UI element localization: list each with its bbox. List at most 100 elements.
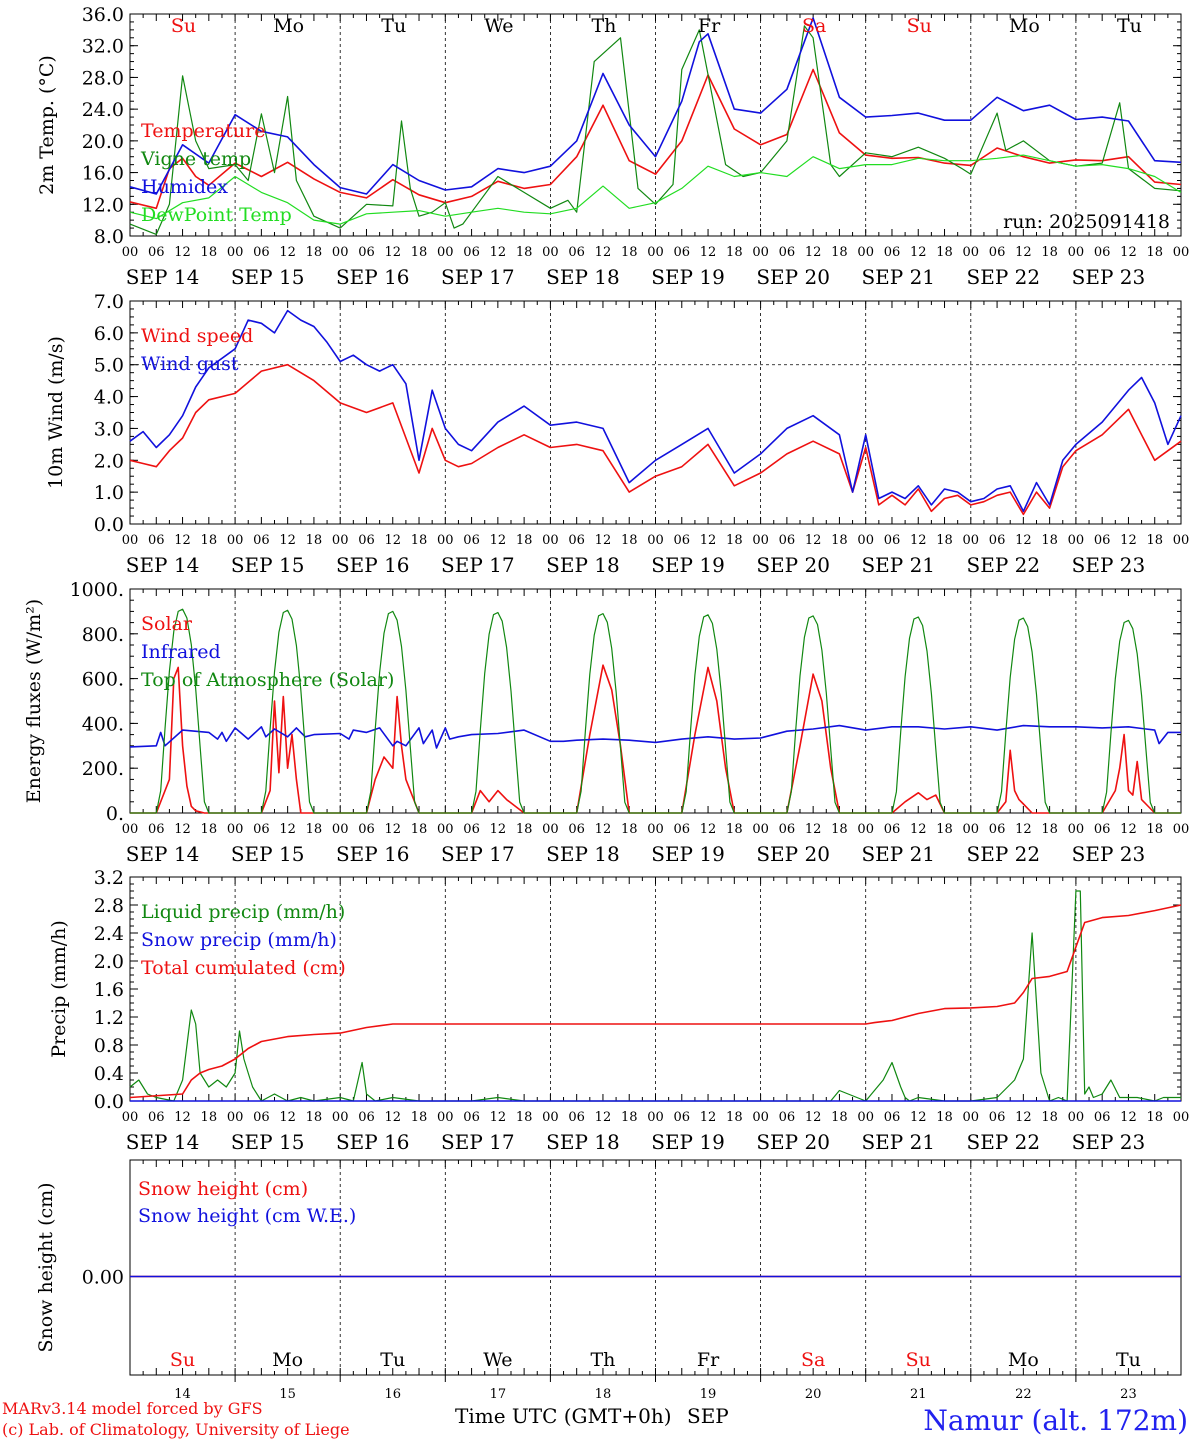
hour-label: 18 (726, 1110, 743, 1125)
hour-label: 12 (1015, 533, 1032, 548)
panel-2: 7.0 6.0 5.0 4.0 3.0 2.0 1.0 0.0 10m Wind (m/s) Wi… (45, 291, 1189, 577)
hour-label: 18 (936, 533, 953, 548)
legend-entry: Temperature (141, 120, 265, 142)
y-tick-label: 16.0 (82, 163, 124, 185)
y-tick-label: 0.8 (94, 1035, 124, 1057)
hour-label: 18 (621, 1110, 638, 1125)
legend-entry: Solar (141, 613, 193, 635)
hour-label: 06 (884, 533, 901, 548)
y-tick-label: 1.2 (94, 1007, 124, 1029)
y-tick-label: 20.0 (82, 131, 124, 153)
y-tick-label: 24.0 (82, 99, 124, 121)
hour-label: 00 (752, 245, 769, 260)
day-name-bottom: Su (906, 1349, 931, 1371)
hour-label: 12 (490, 1110, 507, 1125)
hour-label: 12 (174, 533, 191, 548)
y-tick-label: 2.0 (94, 450, 124, 472)
series-line-temperature (129, 68, 1182, 210)
legend-entry: Wind speed (141, 325, 253, 347)
hour-label: 18 (831, 822, 848, 837)
credit-line-2: (c) Lab. of Climatology, University of L… (2, 1420, 350, 1439)
hour-label: 18 (1146, 245, 1163, 260)
hour-label: 00 (647, 1110, 664, 1125)
hour-label: 18 (516, 1110, 533, 1125)
day-name-top: Tu (381, 15, 406, 37)
panel-1: 36.0 32.0 28.0 24.0 20.0 16.0 12.0 8.0 2m Temp. … (36, 4, 1189, 289)
hour-label: 12 (384, 1110, 401, 1125)
hour-label: 00 (437, 1110, 454, 1125)
hour-label: 06 (1094, 822, 1111, 837)
hour-label: 18 (516, 822, 533, 837)
hour-label: 18 (621, 822, 638, 837)
y-tick-label: 12.0 (82, 194, 124, 216)
panel-3: 1000. 800. 600. 400. 200. 0. Energy fluxes (W/… (23, 579, 1189, 866)
day-name-top: Mo (1009, 15, 1040, 37)
series-line-humidex (129, 17, 1182, 195)
hour-label: 00 (1068, 1110, 1085, 1125)
y-tick-label: 2.8 (94, 895, 124, 917)
y-tick-label: 200. (82, 758, 124, 780)
series-line-vigne-temp (129, 25, 1182, 235)
hour-label: 18 (1146, 822, 1163, 837)
hour-label: 18 (411, 822, 428, 837)
hour-label: 06 (568, 1110, 585, 1125)
y-tick-label: 0.4 (94, 1063, 124, 1085)
hour-label: 00 (122, 822, 139, 837)
hour-label: 12 (279, 533, 296, 548)
hour-label: 12 (1015, 822, 1032, 837)
date-label: SEP 18 (546, 842, 620, 866)
hour-label: 06 (779, 1110, 796, 1125)
series-line-top-of-atmosphere-solar- (130, 608, 1181, 814)
y-tick-label: 2.0 (94, 951, 124, 973)
hour-label: 18 (726, 245, 743, 260)
date-label: SEP 21 (861, 842, 935, 866)
station-label: Namur (alt. 172m) (923, 1404, 1188, 1437)
hour-label: 06 (358, 533, 375, 548)
hour-label: 18 (726, 533, 743, 548)
day-name-bottom: Sa (801, 1349, 825, 1371)
hour-label: 06 (884, 1110, 901, 1125)
day-name-bottom: Mo (272, 1349, 303, 1371)
hour-label: 18 (306, 245, 323, 260)
date-label: SEP 23 (1072, 265, 1146, 289)
hour-label: 12 (595, 822, 612, 837)
date-label: SEP 23 (1072, 1130, 1146, 1154)
day-number: 21 (910, 1387, 927, 1402)
series-line-wind-gust (129, 309, 1182, 513)
y-tick-label: 0. (106, 803, 124, 825)
credit-line-1: MARv3.14 model forced by GFS (2, 1399, 263, 1418)
day-number: 19 (700, 1387, 717, 1402)
hour-label: 12 (805, 822, 822, 837)
hour-label: 00 (647, 822, 664, 837)
hour-label: 00 (1173, 1110, 1190, 1125)
date-label: SEP 17 (441, 1130, 515, 1154)
hour-label: 18 (201, 533, 218, 548)
y-tick-label: 2.4 (94, 923, 124, 945)
date-label: SEP 17 (441, 842, 515, 866)
month-label: SEP (687, 1404, 729, 1428)
date-label: SEP 16 (336, 1130, 410, 1154)
hour-label: 00 (542, 245, 559, 260)
series-line-infrared (129, 724, 1181, 749)
hour-label: 06 (463, 1110, 480, 1125)
hour-label: 12 (174, 1110, 191, 1125)
hour-label: 12 (805, 1110, 822, 1125)
day-number: 15 (279, 1387, 296, 1402)
hour-label: 12 (595, 1110, 612, 1125)
y-tick-label: 6.0 (94, 323, 124, 345)
legend-entry: Vigne temp (140, 148, 251, 170)
hour-label: 06 (253, 1110, 270, 1125)
date-label: SEP 19 (651, 1130, 725, 1154)
y-axis-label: Energy fluxes (W/m²) (23, 599, 45, 803)
date-label: SEP 20 (756, 1130, 830, 1154)
date-label: SEP 19 (651, 265, 725, 289)
date-label: SEP 18 (546, 553, 620, 577)
hour-label: 00 (1173, 245, 1190, 260)
hour-label: 06 (148, 822, 165, 837)
hour-label: 18 (831, 245, 848, 260)
hour-label: 18 (621, 245, 638, 260)
hour-label: 00 (332, 822, 349, 837)
day-number: 23 (1120, 1387, 1137, 1402)
date-label: SEP 15 (231, 1130, 305, 1154)
date-label: SEP 15 (231, 553, 305, 577)
